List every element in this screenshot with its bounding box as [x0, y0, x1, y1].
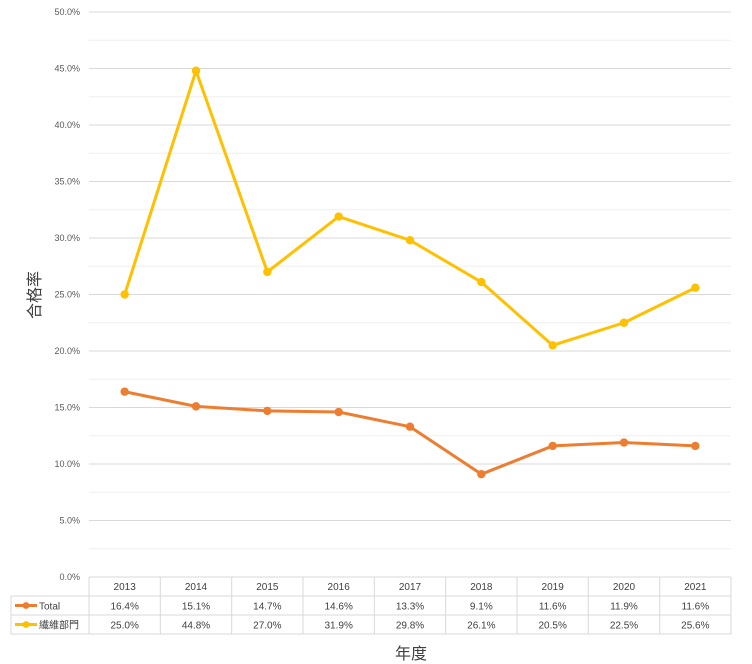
x-tick-label: 2019 [542, 582, 565, 593]
y-tick-label: 35.0% [54, 177, 80, 187]
x-tick-label: 2017 [399, 582, 422, 593]
legend-swatch-marker [22, 621, 30, 628]
data-point [548, 441, 557, 451]
data-point [405, 422, 415, 431]
data-label: 20.5% [538, 621, 566, 632]
y-axis-title: 合格率 [26, 271, 44, 319]
data-label: 13.3% [396, 602, 424, 613]
y-tick-label: 50.0% [54, 7, 80, 17]
y-tick-label: 15.0% [54, 403, 80, 413]
data-label: 22.5% [610, 621, 638, 632]
legend-swatch-marker [22, 602, 30, 609]
x-tick-label: 2013 [114, 582, 137, 593]
data-label: 29.8% [396, 621, 424, 632]
x-tick-label: 2018 [470, 582, 493, 593]
data-point [263, 267, 272, 277]
y-tick-label: 0.0% [59, 572, 80, 582]
legend-entry: 繊維部門 [39, 619, 79, 632]
data-label: 26.1% [467, 621, 495, 632]
series-line-0 [124, 390, 696, 476]
x-tick-label: 2015 [256, 582, 279, 593]
data-point [334, 212, 343, 221]
data-point [120, 387, 129, 396]
gridlines [89, 11, 731, 578]
data-label: 14.7% [253, 602, 281, 613]
data-label: 11.9% [610, 602, 638, 613]
data-point [691, 283, 700, 292]
data-label: 14.6% [324, 602, 352, 613]
y-tick-label: 10.0% [54, 459, 80, 469]
data-point [405, 236, 415, 245]
y-tick-label: 45.0% [54, 64, 80, 74]
data-point [619, 438, 629, 447]
data-label: 25.6% [681, 621, 709, 632]
data-label: 25.0% [110, 621, 138, 632]
data-label: 15.1% [182, 602, 210, 613]
y-tick-label: 25.0% [54, 290, 80, 300]
data-point [477, 469, 486, 479]
data-label: 11.6% [682, 602, 710, 613]
legend-entry: Total [39, 602, 60, 613]
data-label: 11.6% [539, 602, 567, 613]
data-point [548, 341, 557, 350]
x-axis-title: 年度 [395, 645, 427, 663]
x-tick-label: 2016 [328, 582, 351, 593]
x-tick-label: 2020 [613, 582, 636, 593]
data-point [263, 406, 272, 416]
y-tick-label: 20.0% [54, 346, 80, 356]
data-label: 31.9% [324, 621, 352, 632]
series-layer [120, 66, 700, 479]
data-label: 27.0% [253, 621, 281, 632]
data-point [334, 407, 343, 417]
y-axis-ticks: 0.0% 5.0% 10.0% 15.0% 20.0% 25.0% 30.0% 35.0% 40… [54, 7, 80, 582]
series-line-1 [123, 69, 696, 347]
data-point [477, 277, 486, 287]
data-point [691, 441, 700, 451]
y-tick-label: 30.0% [54, 233, 80, 243]
x-tick-label: 2021 [684, 582, 707, 593]
data-point [120, 290, 129, 299]
x-tick-label: 2014 [185, 582, 208, 593]
y-tick-label: 40.0% [54, 120, 80, 130]
y-tick-label: 5.0% [59, 516, 80, 526]
data-table: 2013 2014 2015 2016 2017 2018 2019 2020 2021 Tota… [10, 577, 732, 635]
data-point [619, 318, 629, 327]
data-label: 44.8% [182, 621, 210, 632]
data-label: 9.1% [470, 602, 493, 613]
data-point [191, 402, 201, 411]
data-point [191, 66, 201, 75]
data-label: 16.4% [110, 602, 138, 613]
